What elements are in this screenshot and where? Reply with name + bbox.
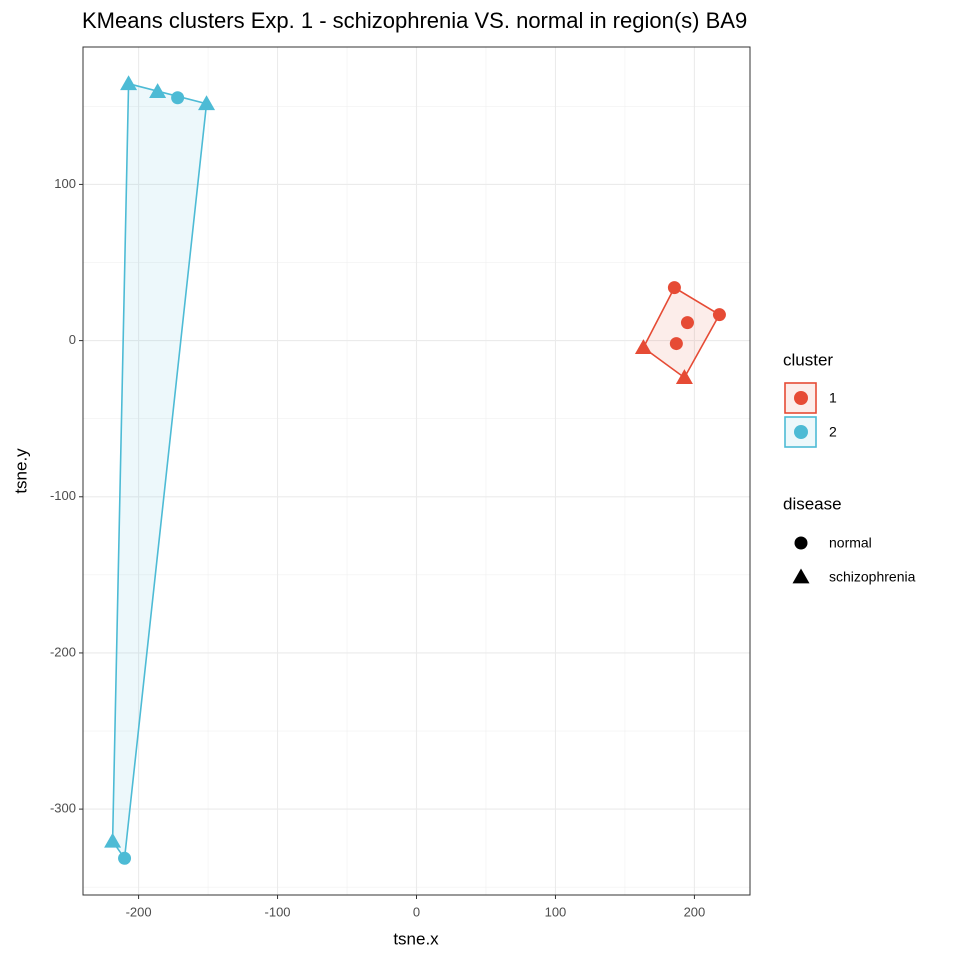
- legend-marker: [792, 568, 810, 584]
- point: [669, 337, 683, 351]
- x-tick-label: -200: [126, 904, 152, 919]
- y-tick-label: 0: [69, 332, 76, 347]
- point: [120, 75, 138, 91]
- legend: 1 2 normal schizophrenia: [784, 382, 916, 585]
- chart-title: KMeans clusters Exp. 1 - schizophrenia V…: [82, 8, 747, 33]
- legend-label: schizophrenia: [829, 569, 916, 585]
- legend-marker: [794, 536, 808, 550]
- point: [680, 316, 694, 330]
- point: [198, 95, 216, 111]
- x-tick-label: 200: [684, 904, 706, 919]
- point: [667, 281, 681, 295]
- legend-label: 2: [829, 424, 837, 440]
- shape-legend-title: disease: [783, 494, 842, 513]
- legend-title: cluster: [783, 350, 833, 369]
- points: [104, 75, 726, 865]
- legend-label: normal: [829, 535, 872, 551]
- y-tick-label: -200: [50, 644, 76, 659]
- point: [675, 369, 693, 384]
- y-tick-label: -100: [50, 488, 76, 503]
- y-tick-label: 100: [54, 176, 76, 191]
- y-tick-label: -300: [50, 801, 76, 816]
- legend-label: 1: [829, 390, 837, 406]
- point: [118, 851, 132, 865]
- x-tick-label: -100: [265, 904, 291, 919]
- point: [634, 339, 652, 355]
- legend-marker: [794, 425, 808, 439]
- point: [149, 83, 167, 99]
- x-tick-label: 0: [413, 904, 420, 919]
- x-axis-title: tsne.x: [393, 929, 439, 948]
- grid: [83, 47, 750, 895]
- point: [104, 832, 122, 848]
- legend-marker: [794, 391, 808, 405]
- point: [712, 308, 726, 322]
- point: [171, 91, 185, 105]
- y-axis-title: tsne.y: [11, 448, 30, 494]
- x-tick-label: 100: [545, 904, 567, 919]
